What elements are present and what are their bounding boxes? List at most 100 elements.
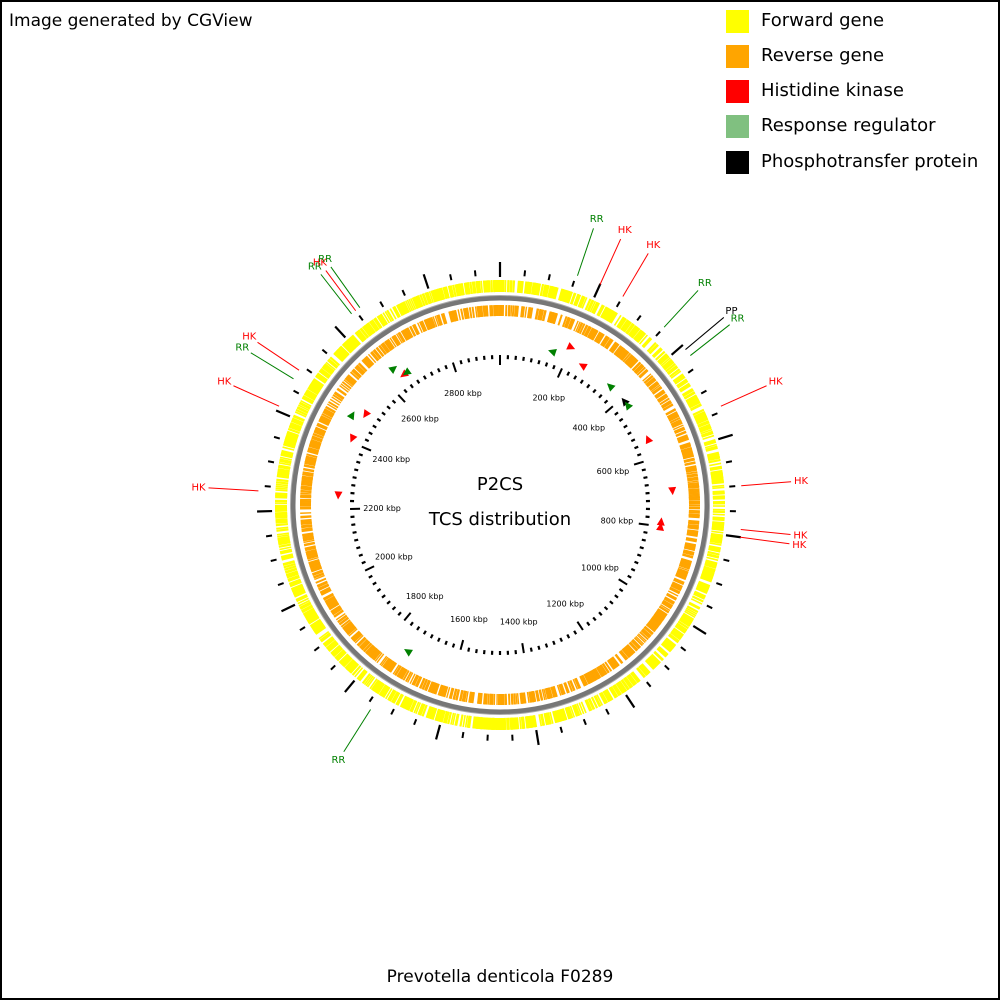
reverse-gene-mark [463,308,468,320]
forward-gene-mark [370,320,379,331]
reverse-gene-mark [570,679,576,691]
forward-gene-mark [707,453,720,459]
reverse-gene-mark [352,368,362,377]
reverse-gene-mark [413,675,420,686]
reverse-gene-mark [300,522,312,525]
forward-gene-mark [298,402,311,410]
forward-gene-mark [428,291,434,304]
reverse-gene-mark [379,344,387,355]
forward-gene-mark [442,287,447,300]
reverse-gene-mark [306,553,318,559]
reverse-gene-mark [387,338,395,349]
forward-gene-mark [658,354,669,365]
reverse-gene-mark [328,601,339,609]
forward-gene-mark [661,642,672,652]
reverse-gene-mark [446,686,451,698]
forward-gene-mark [377,315,386,327]
reverse-gene-mark [353,633,363,642]
outer-tick [535,729,540,746]
forward-gene-mark [384,311,393,323]
forward-gene-mark [401,302,408,314]
forward-gene-mark [292,415,305,422]
reverse-gene-mark [430,682,436,693]
forward-gene-mark [670,631,681,641]
inner-tick [573,630,578,635]
reverse-gene-mark [587,327,594,339]
reverse-gene-mark [383,658,391,669]
forward-gene-mark [307,387,319,396]
forward-gene-mark [626,675,635,687]
reverse-gene-mark [332,608,343,616]
outer-tick [299,626,306,632]
reverse-gene-mark [302,534,314,538]
forward-gene-mark [294,590,306,598]
forward-gene-mark [480,280,483,293]
reverse-gene-mark [667,411,678,418]
forward-gene-mark [295,408,308,416]
forward-gene-mark [447,712,452,725]
forward-gene-mark [474,716,478,729]
forward-gene-mark [607,310,615,322]
outer-tick [646,681,652,688]
reverse-gene-mark [339,385,349,393]
reverse-gene-mark [564,317,571,328]
reverse-gene-mark [667,412,678,419]
scale-label: 1600 kbp [450,615,488,624]
inner-tick [573,375,578,380]
response-regulator-swatch-icon [726,115,749,138]
forward-gene-mark [705,559,718,565]
inner-tick [623,424,628,429]
outer-tick [547,274,551,281]
forward-gene-mark [294,411,307,418]
reverse-gene-mark [405,671,412,682]
reverse-gene-mark [688,488,700,491]
forward-gene-mark [277,539,291,543]
legend-item-phosphotransfer-protein: Phosphotransfer protein [726,149,996,175]
reverse-gene-mark [675,431,687,437]
forward-gene-mark [612,685,620,697]
forward-gene-mark [487,280,490,293]
reverse-gene-mark [610,343,619,353]
forward-gene-mark [627,325,637,336]
forward-gene-mark [692,409,705,416]
forward-gene-mark [318,630,330,640]
inner-tick [444,640,448,646]
forward-gene-mark [593,695,601,708]
reverse-gene-mark [632,639,641,649]
forward-gene-mark [404,300,412,312]
reverse-gene-mark [350,371,360,380]
reverse-gene-mark [320,588,332,595]
reverse-gene-mark [688,515,700,518]
forward-gene-mark [282,446,295,451]
reverse-gene-mark [371,351,380,361]
forward-gene-mark [485,717,488,730]
reverse-gene-mark [635,635,645,645]
forward-gene-mark [659,355,670,366]
forward-gene-mark [445,286,450,299]
reverse-gene-mark [317,582,328,588]
forward-gene-mark [685,609,697,617]
forward-gene-mark [702,434,715,441]
inner-tick [381,594,386,599]
forward-gene-mark [297,406,309,413]
inner-tick [618,417,624,422]
forward-gene-mark [608,687,617,699]
reverse-gene-mark [567,318,573,329]
reverse-gene-mark [674,428,686,435]
reverse-gene-mark [683,455,695,460]
forward-gene-mark [531,715,535,728]
forward-gene-mark [296,407,309,414]
forward-gene-mark [275,487,288,490]
reverse-gene-mark [611,343,620,354]
reverse-gene-mark [474,306,478,318]
reverse-gene-mark [606,339,614,350]
inner-tick [354,468,359,472]
forward-gene-mark [461,283,465,296]
forward-gene-mark [298,404,310,412]
reverse-gene-mark [677,436,689,442]
reverse-gene-mark [400,669,408,680]
reverse-gene-mark [355,366,365,375]
reverse-gene-mark [687,476,699,480]
feature-marker [668,486,677,496]
inner-tick [609,600,614,605]
